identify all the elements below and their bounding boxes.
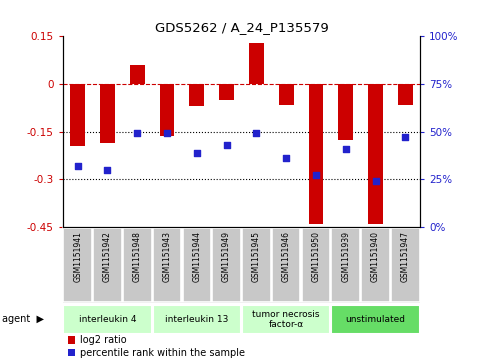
Bar	[331, 305, 420, 334]
Bar	[183, 228, 211, 302]
Point	[163, 131, 171, 136]
Text: GSM1151944: GSM1151944	[192, 231, 201, 282]
Legend: log2 ratio, percentile rank within the sample: log2 ratio, percentile rank within the s…	[68, 335, 245, 358]
Text: GSM1151945: GSM1151945	[252, 231, 261, 282]
Bar	[242, 228, 270, 302]
Point	[372, 178, 380, 184]
Text: GSM1151947: GSM1151947	[401, 231, 410, 282]
Text: unstimulated: unstimulated	[345, 315, 406, 324]
Bar	[130, 65, 145, 84]
Bar	[93, 228, 122, 302]
Bar	[391, 228, 420, 302]
Text: GSM1151939: GSM1151939	[341, 231, 350, 282]
Bar	[338, 84, 353, 139]
Point	[342, 146, 350, 152]
Text: GSM1151948: GSM1151948	[133, 231, 142, 282]
Bar	[159, 84, 174, 136]
Bar	[219, 84, 234, 100]
Bar	[272, 228, 300, 302]
Bar	[249, 43, 264, 84]
Bar	[153, 305, 241, 334]
Bar	[153, 228, 181, 302]
Text: GSM1151942: GSM1151942	[103, 231, 112, 282]
Bar	[70, 84, 85, 146]
Bar	[309, 84, 324, 224]
Text: GSM1151949: GSM1151949	[222, 231, 231, 282]
Bar	[189, 84, 204, 106]
Bar	[279, 84, 294, 105]
Bar	[100, 84, 115, 143]
Bar	[123, 228, 152, 302]
Point	[133, 131, 141, 136]
Point	[74, 163, 82, 169]
Bar	[63, 228, 92, 302]
Point	[193, 150, 201, 155]
Text: agent  ▶: agent ▶	[2, 314, 44, 325]
Bar	[302, 228, 330, 302]
Text: GSM1151943: GSM1151943	[163, 231, 171, 282]
Text: GSM1151946: GSM1151946	[282, 231, 291, 282]
Text: interleukin 4: interleukin 4	[79, 315, 136, 324]
Bar	[368, 84, 383, 224]
Text: interleukin 13: interleukin 13	[165, 315, 228, 324]
Bar	[63, 305, 152, 334]
Point	[282, 155, 290, 161]
Bar	[361, 228, 390, 302]
Title: GDS5262 / A_24_P135579: GDS5262 / A_24_P135579	[155, 21, 328, 34]
Bar	[331, 228, 360, 302]
Text: GSM1151950: GSM1151950	[312, 231, 320, 282]
Bar	[398, 84, 413, 105]
Bar	[242, 305, 330, 334]
Point	[312, 172, 320, 178]
Point	[401, 134, 409, 140]
Point	[223, 142, 230, 148]
Point	[253, 131, 260, 136]
Bar	[213, 228, 241, 302]
Text: GSM1151940: GSM1151940	[371, 231, 380, 282]
Text: tumor necrosis
factor-α: tumor necrosis factor-α	[253, 310, 320, 329]
Point	[104, 167, 112, 173]
Text: GSM1151941: GSM1151941	[73, 231, 82, 282]
